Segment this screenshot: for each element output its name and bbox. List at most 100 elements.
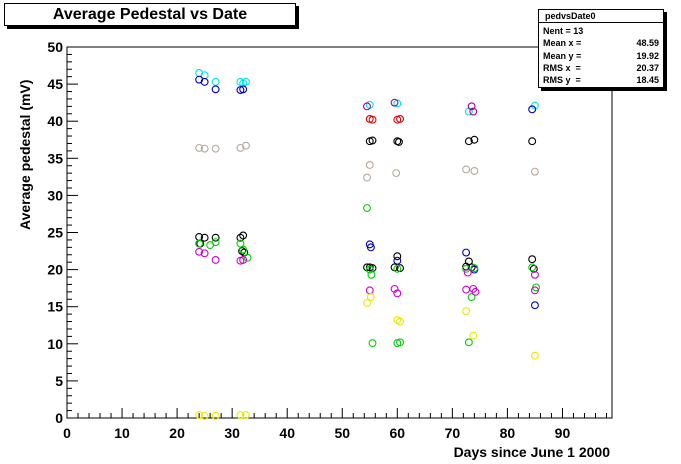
- data-point: [530, 351, 539, 360]
- stats-key: Mean y =: [543, 50, 584, 61]
- data-point: [365, 286, 374, 295]
- x-tick-label: 50: [334, 425, 350, 441]
- data-point: [367, 270, 376, 279]
- plot-frame: [66, 46, 613, 419]
- stats-key: Nent = 13: [543, 26, 584, 36]
- y-tick-label: 0: [55, 410, 63, 426]
- data-point: [239, 231, 248, 240]
- x-tick-label: 60: [390, 425, 406, 441]
- data-point: [368, 136, 377, 145]
- stats-row-mean-x: Mean x = 48.59: [543, 37, 659, 49]
- data-point: [368, 115, 377, 124]
- x-tick-label: 70: [445, 425, 461, 441]
- data-point: [211, 85, 220, 94]
- data-point: [393, 252, 402, 261]
- x-tick-label: 0: [63, 425, 71, 441]
- x-axis-label: Days since June 1 2000: [453, 444, 610, 460]
- y-tick-label: 35: [47, 150, 63, 166]
- y-tick-label: 50: [47, 39, 63, 55]
- x-tick-label: 30: [224, 425, 240, 441]
- y-tick-label: 40: [47, 113, 63, 129]
- data-point: [530, 270, 539, 279]
- data-point: [528, 263, 537, 272]
- data-point: [530, 286, 539, 295]
- data-point: [395, 138, 403, 146]
- axes: 0 10 20 30 40 50 60 70 80 90 0 5 10 15 20 25 30 35 40 45 50: [47, 39, 613, 441]
- y-tick-label: 25: [47, 225, 63, 241]
- x-tick-label: 20: [169, 425, 185, 441]
- data-point: [363, 204, 371, 212]
- data-point: [195, 247, 204, 256]
- data-point: [463, 268, 472, 277]
- data-point: [239, 256, 248, 264]
- data-point: [393, 289, 402, 298]
- y-tick-label: 30: [47, 187, 63, 203]
- data-point: [200, 411, 209, 420]
- data-point: [200, 77, 209, 86]
- data-point: [396, 338, 405, 347]
- data-point: [195, 411, 204, 419]
- data-point: [241, 77, 250, 86]
- data-point: [470, 264, 479, 273]
- y-tick-label: 20: [47, 262, 63, 278]
- stats-value: 18.45: [636, 75, 659, 86]
- data-point: [462, 285, 471, 294]
- data-point: [363, 173, 371, 182]
- data-point: [195, 239, 204, 248]
- data-point: [239, 245, 248, 254]
- data-point: [243, 253, 252, 262]
- data-point: [529, 264, 538, 273]
- data-point: [211, 144, 220, 153]
- data-point: [236, 411, 245, 419]
- data-point: [464, 338, 473, 347]
- data-point: [392, 169, 401, 178]
- stats-value: 20.37: [636, 62, 659, 73]
- data-point: [462, 264, 471, 273]
- data-point: [241, 411, 250, 419]
- data-point: [366, 243, 375, 252]
- stats-key: RMS x =: [543, 62, 584, 73]
- x-tick-label: 90: [555, 425, 571, 441]
- data-point: [528, 255, 537, 264]
- stats-legend-box: pedvsDate0 Nent = 13 Mean x = 48.59 Mean…: [538, 9, 664, 88]
- data-point: [241, 141, 250, 150]
- data-point: [365, 265, 374, 274]
- y-tick-label: 45: [47, 76, 63, 92]
- data-point: [530, 167, 539, 176]
- data-point: [211, 238, 220, 247]
- stats-key: RMS y =: [543, 75, 584, 86]
- x-tick-label: 10: [114, 425, 130, 441]
- data-point: [211, 256, 220, 264]
- data-point: [462, 165, 471, 174]
- data-point: [396, 317, 405, 326]
- data-point: [200, 249, 209, 258]
- stats-title: pedvsDate0: [539, 11, 663, 23]
- data-point: [211, 77, 220, 86]
- data-point: [470, 135, 479, 144]
- data-point: [211, 411, 220, 420]
- y-tick-label: 10: [47, 336, 63, 352]
- data-points: [195, 69, 540, 420]
- data-point: [462, 248, 471, 257]
- data-point: [467, 293, 476, 302]
- y-axis-label: Average pedestal (mV): [17, 79, 33, 230]
- stats-row-entries: Nent = 13: [543, 25, 659, 37]
- y-tick-label: 15: [47, 299, 63, 315]
- data-point: [200, 233, 209, 242]
- chart-title: Average Pedestal vs Date: [4, 3, 296, 26]
- data-point: [366, 293, 375, 302]
- y-tick-label: 5: [55, 373, 63, 389]
- data-point: [396, 115, 405, 123]
- data-point: [363, 299, 371, 307]
- data-point: [390, 98, 399, 107]
- data-point: [469, 107, 478, 116]
- data-point: [363, 102, 371, 111]
- x-tick-label: 80: [500, 425, 516, 441]
- data-point: [467, 102, 476, 111]
- data-point: [464, 137, 473, 146]
- stats-value: 48.59: [636, 38, 659, 49]
- data-point: [528, 105, 537, 114]
- data-point: [528, 137, 537, 146]
- data-point: [211, 233, 220, 242]
